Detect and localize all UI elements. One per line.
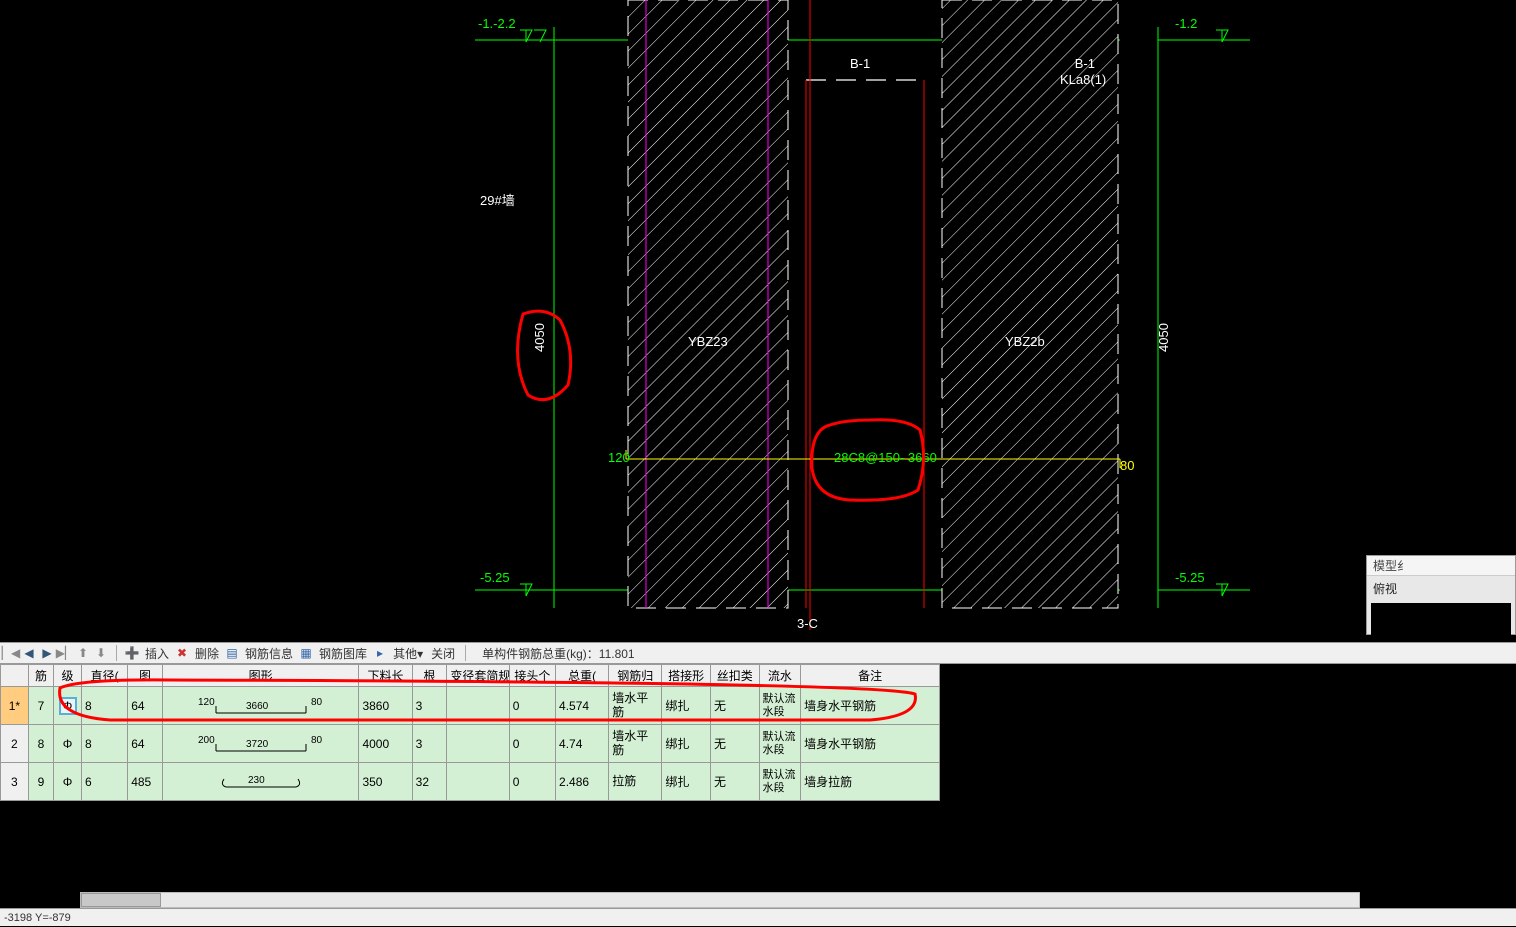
th-ji: 级: [54, 665, 82, 687]
table-row[interactable]: 39Φ64852303503202.486拉筋绑扎无默认流水段墙身拉筋: [1, 763, 940, 801]
h-scrollbar[interactable]: [80, 892, 1360, 908]
first-icon[interactable]: ▏◀: [4, 646, 18, 660]
model-preview-panel: 模型纟 俯视: [1366, 555, 1516, 635]
svg-text:80: 80: [311, 735, 323, 746]
th-dia: 直径(: [81, 665, 127, 687]
level-bot-right: -5.25: [1175, 570, 1205, 585]
insert-icon[interactable]: ➕: [125, 646, 139, 660]
status-bar: -3198 Y=-879: [0, 908, 1516, 926]
dim-120: 120: [608, 450, 630, 465]
wall-name: 29#墙: [480, 193, 515, 208]
th-tu: 图: [128, 665, 163, 687]
svg-text:120: 120: [198, 697, 215, 708]
th-bj: 变径套简规: [447, 665, 509, 687]
th-shape: 图形: [162, 665, 359, 687]
svg-text:3660: 3660: [246, 701, 269, 712]
table-row[interactable]: 28Φ8642003720804000304.74墙水平筋绑扎无默认流水段墙身水…: [1, 725, 940, 763]
level-top-left: -1.-2.2: [478, 16, 516, 31]
svg-text:230: 230: [248, 775, 265, 786]
other-icon[interactable]: ▸: [373, 646, 387, 660]
rebar-lib-button[interactable]: 钢筋图库: [317, 645, 369, 662]
svg-text:200: 200: [198, 735, 215, 746]
rebar-info-icon[interactable]: ▤: [225, 646, 239, 660]
next-icon[interactable]: ▶: [40, 646, 54, 660]
axis-marker: 3-C: [797, 616, 818, 631]
cad-viewport[interactable]: -1.-2.2 -1.2 -5.25 -5.25 B-1 B-1 KLa8(1)…: [0, 0, 1516, 635]
h-scrollbar-thumb[interactable]: [81, 893, 161, 907]
table-toolbar: ▏◀ ◀ ▶ ▶▏ ⬆ ⬇ ➕ 插入 ✖ 删除 ▤ 钢筋信息 ▦ 钢筋图库 ▸ …: [0, 642, 1516, 664]
rebar-lib-icon[interactable]: ▦: [299, 646, 313, 660]
table-header-row: 筋 级 直径( 图 图形 下料长 根 变径套简规 接头个 总重( 钢筋归 搭接形…: [1, 665, 940, 687]
svg-text:3720: 3720: [246, 739, 269, 750]
rebar-info-button[interactable]: 钢筋信息: [243, 645, 295, 662]
table-row[interactable]: 1*7Φ8641203660803860304.574墙水平筋绑扎无默认流水段墙…: [1, 687, 940, 725]
th-sk: 丝扣类: [710, 665, 759, 687]
rebar-table: 筋 级 直径( 图 图形 下料长 根 变径套简规 接头个 总重( 钢筋归 搭接形…: [0, 664, 940, 801]
ybz-left: YBZ23: [688, 334, 728, 349]
kl-label: KLa8(1): [1060, 72, 1106, 87]
th-dj: 搭接形: [662, 665, 711, 687]
th-gen: 根: [412, 665, 447, 687]
height-right: 4050: [1156, 323, 1171, 352]
th-idx: [1, 665, 29, 687]
level-top-right: -1.2: [1175, 16, 1197, 31]
rebar-spec: 28C8@150- 3660: [834, 450, 937, 465]
delete-button[interactable]: 删除: [193, 645, 221, 662]
panel-header: 模型纟: [1367, 556, 1515, 576]
svg-text:80: 80: [311, 697, 323, 708]
delete-icon[interactable]: ✖: [175, 646, 189, 660]
insert-button[interactable]: 插入: [143, 645, 171, 662]
beam-label-b1-r: B-1: [1075, 56, 1095, 71]
th-jt: 接头个: [509, 665, 555, 687]
ybz-right: YBZ2b: [1005, 334, 1045, 349]
panel-title: 俯视: [1367, 576, 1515, 601]
panel-preview: [1371, 603, 1511, 637]
down-icon[interactable]: ⬇: [94, 646, 108, 660]
height-left: 4050: [532, 323, 547, 352]
dim-80: 80: [1120, 458, 1134, 473]
th-gjg: 钢筋归: [609, 665, 662, 687]
close-button[interactable]: 关闭: [429, 645, 457, 662]
other-button[interactable]: 其他▾: [391, 645, 425, 662]
total-weight: 单构件钢筋总重(kg)：11.801: [482, 645, 634, 662]
up-icon[interactable]: ⬆: [76, 646, 90, 660]
level-bot-left: -5.25: [480, 570, 510, 585]
th-ls: 流水: [759, 665, 801, 687]
th-jin: 筋: [28, 665, 53, 687]
beam-label-b1: B-1: [850, 56, 870, 71]
th-xlc: 下料长: [359, 665, 412, 687]
th-zz: 总重(: [556, 665, 609, 687]
prev-icon[interactable]: ◀: [22, 646, 36, 660]
last-icon[interactable]: ▶▏: [58, 646, 72, 660]
th-bz: 备注: [801, 665, 940, 687]
